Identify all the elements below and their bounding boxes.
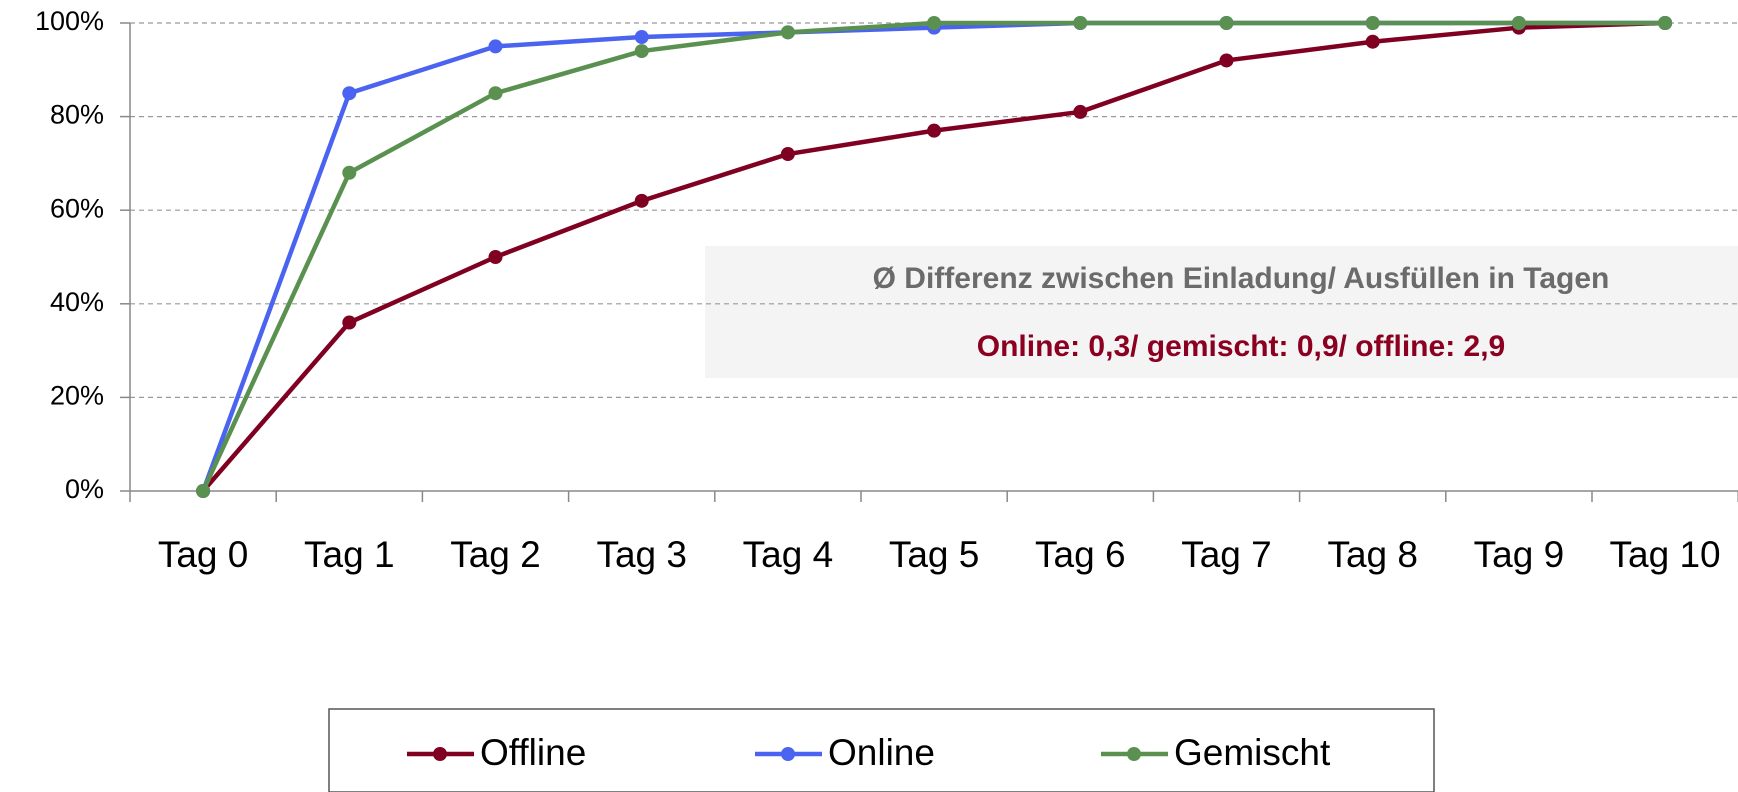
data-point [1511, 16, 1526, 30]
data-point [1073, 104, 1088, 119]
x-tick-label: Tag 2 [450, 534, 541, 575]
annotation: Online: 0,3/ gemischt: 0,9/ offline: 2,9 [977, 330, 1505, 363]
legend-label: Online [828, 732, 935, 773]
legend-label: Offline [480, 732, 586, 773]
data-point [1219, 53, 1234, 68]
x-tick-label: Tag 10 [1610, 534, 1721, 575]
y-tick-label: 0% [65, 474, 104, 504]
y-tick-label: 20% [50, 381, 104, 411]
data-point [634, 30, 649, 45]
x-tick-label: Tag 0 [158, 534, 249, 575]
data-point [1073, 16, 1088, 30]
legend-marker [1127, 747, 1141, 761]
x-tick-label: Tag 4 [743, 534, 834, 575]
data-point [780, 147, 795, 162]
data-point [1365, 16, 1380, 30]
data-point [488, 250, 503, 264]
y-tick-label: 80% [50, 100, 104, 130]
data-point [1658, 16, 1673, 30]
y-tick-label: 40% [50, 287, 104, 317]
data-point [1219, 16, 1234, 30]
x-tick-label: Tag 1 [304, 534, 395, 575]
annotation-box [705, 246, 1738, 378]
data-point [342, 315, 357, 330]
data-point [780, 25, 795, 40]
x-tick-label: Tag 6 [1035, 534, 1126, 575]
y-tick-label: 100% [35, 6, 104, 36]
x-tick-label: Tag 9 [1474, 534, 1565, 575]
data-point [342, 165, 357, 180]
x-tick-label: Tag 7 [1181, 534, 1272, 575]
legend-label: Gemischt [1174, 732, 1331, 773]
y-tick-label: 60% [50, 193, 104, 223]
data-point [1365, 34, 1380, 49]
data-point [488, 86, 503, 101]
data-point [488, 39, 503, 54]
data-point [634, 193, 649, 208]
x-tick-label: Tag 8 [1327, 534, 1418, 575]
data-point [634, 44, 649, 59]
legend-marker [433, 747, 447, 761]
data-point [342, 86, 357, 101]
legend-box [328, 708, 1435, 792]
x-tick-label: Tag 3 [596, 534, 687, 575]
annotation: Ø Differenz zwischen Einladung/ Ausfülle… [873, 262, 1610, 295]
data-point [927, 123, 942, 138]
data-point [196, 484, 211, 498]
data-point [927, 16, 942, 30]
legend-marker [781, 747, 795, 761]
x-tick-label: Tag 5 [889, 534, 980, 575]
